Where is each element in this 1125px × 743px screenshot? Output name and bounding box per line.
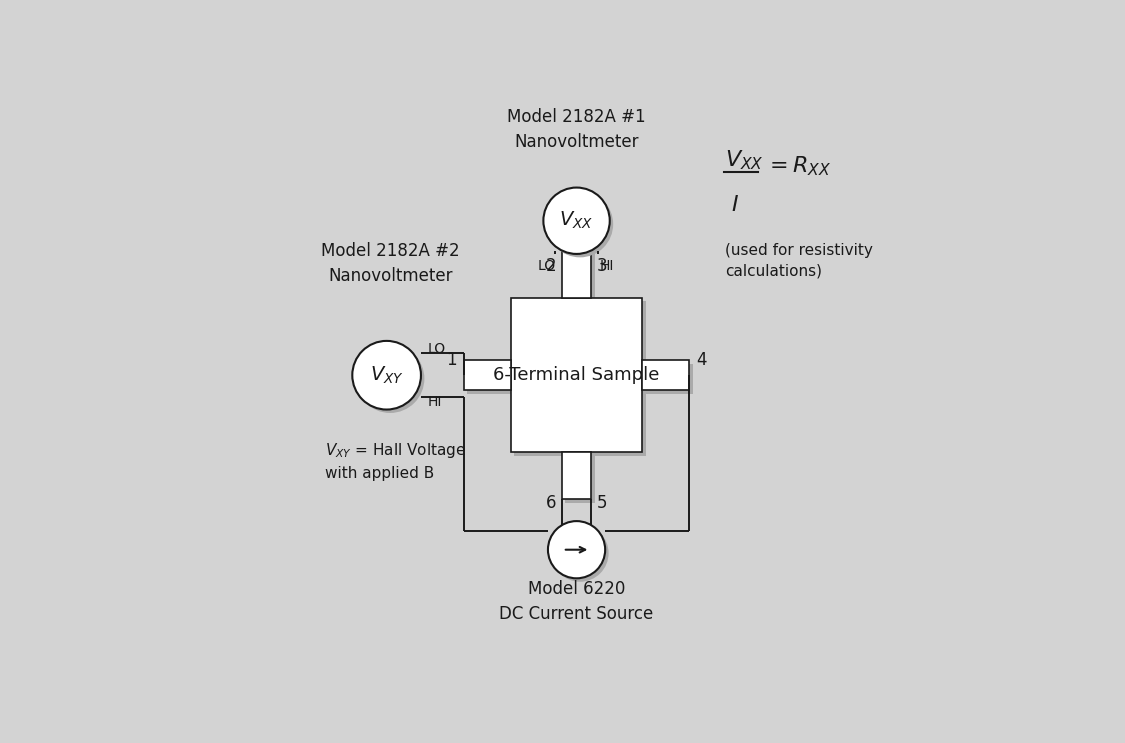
- Text: $V_{XY}$ = Hall Voltage
with applied B: $V_{XY}$ = Hall Voltage with applied B: [325, 441, 466, 481]
- Circle shape: [543, 187, 610, 254]
- Text: 4: 4: [696, 351, 706, 369]
- Circle shape: [548, 521, 605, 578]
- Text: $I$: $I$: [731, 195, 739, 215]
- Text: Model 6220
DC Current Source: Model 6220 DC Current Source: [500, 580, 654, 623]
- Text: $= R_{XX}$: $= R_{XX}$: [765, 155, 831, 178]
- Text: 6-Terminal Sample: 6-Terminal Sample: [494, 366, 659, 384]
- Bar: [561, 452, 592, 499]
- Text: Model 2182A #2
Nanovoltmeter: Model 2182A #2 Nanovoltmeter: [322, 242, 460, 285]
- Text: $V_{XX}$: $V_{XX}$: [726, 149, 764, 172]
- Bar: [464, 360, 511, 390]
- Bar: [646, 364, 693, 394]
- Bar: [565, 255, 595, 302]
- Text: LO: LO: [428, 342, 446, 356]
- Text: Model 2182A #1
Nanovoltmeter: Model 2182A #1 Nanovoltmeter: [507, 108, 646, 151]
- Bar: [565, 456, 595, 503]
- Text: 6: 6: [546, 493, 556, 512]
- Bar: [514, 302, 646, 456]
- Circle shape: [352, 341, 421, 409]
- Text: 5: 5: [597, 493, 608, 512]
- Text: 3: 3: [597, 257, 608, 275]
- Text: LO: LO: [537, 259, 556, 273]
- Circle shape: [356, 344, 424, 413]
- Text: $V_{XX}$: $V_{XX}$: [559, 210, 594, 231]
- Bar: [511, 298, 642, 452]
- Bar: [642, 360, 690, 390]
- Text: (used for resistivity
calculations): (used for resistivity calculations): [726, 243, 873, 279]
- Text: 1: 1: [447, 351, 457, 369]
- Bar: [561, 251, 592, 298]
- Bar: [467, 364, 514, 394]
- Text: HI: HI: [600, 259, 614, 273]
- Text: 2: 2: [546, 257, 556, 275]
- Circle shape: [547, 191, 613, 257]
- Text: $V_{XY}$: $V_{XY}$: [370, 365, 404, 386]
- Circle shape: [551, 525, 609, 582]
- Text: HI: HI: [428, 395, 442, 409]
